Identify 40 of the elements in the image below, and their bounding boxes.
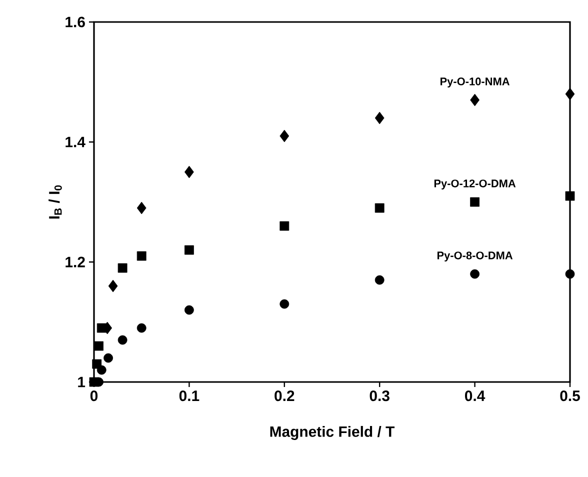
series-label: Py-O-10-NMA	[440, 78, 510, 88]
point	[96, 323, 106, 333]
x-tick-label: 0.3	[370, 390, 390, 402]
point	[94, 341, 104, 351]
point	[104, 353, 113, 363]
y-axis-title: I$_{B}$ / I$_{0}$	[48, 185, 62, 219]
point	[184, 305, 194, 315]
point	[565, 191, 575, 201]
point	[184, 166, 194, 178]
y-tick-label: 1	[78, 376, 86, 388]
point	[280, 221, 290, 231]
point	[184, 245, 194, 255]
x-tick-label: 0.5	[560, 390, 580, 402]
point	[118, 335, 128, 345]
point	[280, 130, 290, 142]
point	[136, 323, 146, 333]
point	[470, 197, 480, 207]
x-tick-label: 0	[90, 390, 98, 402]
point	[96, 365, 106, 375]
x-axis-title: Magnetic Field / T	[270, 426, 395, 440]
series-label: Py-O-12-O-DMA	[434, 180, 516, 190]
point	[374, 203, 384, 213]
point	[136, 202, 146, 214]
x-tick-label: 0.4	[465, 390, 486, 402]
point	[280, 299, 290, 309]
x-tick-label: 0.1	[179, 390, 200, 402]
y-tick-label: 1.6	[66, 16, 85, 28]
point	[374, 275, 384, 285]
x-tick-label: 0.2	[274, 390, 294, 402]
series-label: Py-O-8-O-DMA	[437, 252, 513, 262]
point	[118, 263, 128, 273]
point	[470, 269, 480, 279]
y-tick-label: 1.2	[66, 256, 85, 268]
point	[565, 269, 575, 279]
point	[470, 94, 480, 106]
point	[136, 251, 146, 261]
point	[108, 280, 118, 292]
point	[565, 88, 575, 100]
point	[374, 112, 384, 124]
y-tick-label: 1.4	[66, 136, 86, 148]
